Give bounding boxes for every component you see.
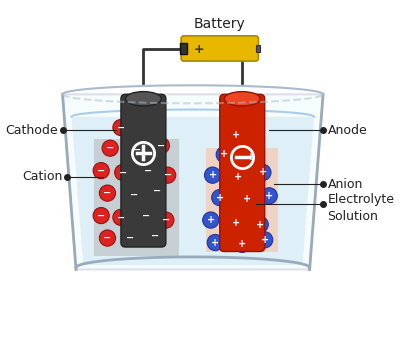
Circle shape [207, 235, 223, 251]
Text: Electrolyte
Solution: Electrolyte Solution [328, 193, 394, 223]
Circle shape [160, 167, 176, 183]
FancyBboxPatch shape [121, 94, 166, 247]
Text: Anion: Anion [328, 178, 363, 191]
Text: −: − [97, 166, 105, 176]
Circle shape [228, 215, 244, 231]
Circle shape [129, 142, 145, 158]
Circle shape [115, 164, 131, 181]
Polygon shape [206, 148, 278, 252]
Text: −: − [119, 167, 127, 177]
Text: Cathode: Cathode [6, 124, 58, 137]
Circle shape [243, 149, 259, 165]
Text: +: + [238, 239, 246, 249]
Text: +: + [232, 130, 240, 140]
Text: −: − [130, 190, 138, 200]
Ellipse shape [126, 92, 161, 106]
Circle shape [153, 137, 170, 154]
FancyBboxPatch shape [220, 94, 265, 252]
Text: +: + [247, 152, 255, 162]
Polygon shape [72, 117, 314, 265]
Text: +: + [211, 238, 219, 247]
Text: +: + [194, 43, 204, 56]
Text: −: − [97, 211, 105, 221]
Circle shape [239, 191, 255, 207]
Text: +: + [259, 167, 267, 177]
FancyBboxPatch shape [181, 36, 258, 61]
Circle shape [140, 163, 156, 179]
Circle shape [204, 167, 221, 183]
Text: −: − [142, 211, 150, 221]
Circle shape [138, 207, 154, 224]
Bar [256, 45, 260, 52]
Text: Cation: Cation [22, 171, 62, 183]
Text: −: − [103, 188, 112, 198]
Circle shape [255, 164, 271, 181]
Text: Anode: Anode [328, 124, 367, 137]
Text: −: − [144, 166, 152, 176]
Circle shape [228, 127, 244, 143]
Circle shape [252, 217, 268, 233]
Bar [180, 43, 188, 54]
Text: +: + [243, 194, 251, 204]
Text: Battery: Battery [194, 17, 246, 32]
Circle shape [257, 232, 273, 248]
Text: +: + [208, 170, 217, 180]
Text: +: + [216, 193, 224, 203]
Ellipse shape [224, 92, 260, 106]
Polygon shape [62, 94, 323, 270]
Text: +: + [207, 215, 215, 225]
Circle shape [126, 187, 142, 203]
Circle shape [113, 209, 129, 225]
Text: −: − [117, 122, 125, 133]
Circle shape [122, 230, 138, 246]
Polygon shape [94, 139, 179, 256]
Text: −: − [133, 145, 141, 155]
Text: −: − [117, 212, 125, 222]
Text: −: − [157, 140, 166, 151]
Circle shape [212, 190, 228, 206]
Circle shape [234, 236, 250, 253]
Text: +: + [261, 235, 269, 245]
Circle shape [158, 212, 174, 228]
Circle shape [93, 207, 109, 224]
Text: +: + [220, 149, 228, 159]
Text: +: + [265, 191, 273, 201]
Circle shape [147, 227, 163, 243]
Text: −: − [153, 186, 161, 196]
Text: −: − [103, 233, 112, 243]
Circle shape [261, 188, 277, 204]
Circle shape [93, 163, 109, 179]
Text: −: − [126, 233, 134, 243]
Circle shape [203, 212, 219, 228]
Text: +: + [234, 172, 242, 182]
Circle shape [216, 146, 232, 163]
Text: +: + [232, 218, 240, 228]
Text: −: − [164, 170, 172, 180]
Circle shape [102, 140, 118, 156]
Text: −: − [162, 215, 170, 225]
Text: −: − [106, 143, 114, 153]
Circle shape [230, 169, 246, 185]
Text: +: + [256, 220, 264, 230]
Circle shape [113, 119, 129, 136]
Circle shape [99, 185, 116, 201]
Text: −: − [151, 230, 159, 240]
Circle shape [149, 183, 165, 199]
Circle shape [99, 230, 116, 246]
